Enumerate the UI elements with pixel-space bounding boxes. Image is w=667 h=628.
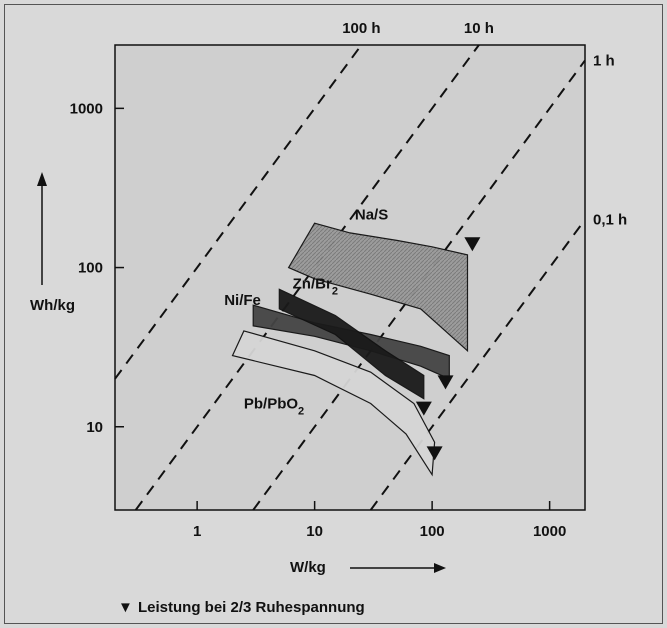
band-na-s xyxy=(287,222,469,353)
marker-na-s xyxy=(464,237,481,252)
time-line-label-0-1-h: 0,1 h xyxy=(593,212,627,229)
x-tick-label-10: 10 xyxy=(306,523,323,540)
y-axis-title: Wh/kg xyxy=(30,297,75,314)
time-line-label-10-h: 10 h xyxy=(464,20,494,37)
figure-frame xyxy=(4,4,663,624)
band-label-na-s: Na/S xyxy=(355,207,388,224)
y-tick-label-1000: 1000 xyxy=(70,100,103,117)
time-line-label-1-h: 1 h xyxy=(593,52,615,69)
series-bands: Na/S Zn/Br2 Ni/Fe Pb/PbO2 xyxy=(224,207,481,477)
marker-ni-fe xyxy=(415,401,432,416)
y-axis: 10 100 1000 xyxy=(70,100,124,436)
y-tick-label-10: 10 xyxy=(86,419,103,436)
x-tick-label-100: 100 xyxy=(420,523,445,540)
time-lines: 100 h 10 h 1 h 0,1 h xyxy=(114,20,627,511)
x-axis: 1 10 100 1000 xyxy=(193,501,566,540)
legend-marker-symbol: ▼ xyxy=(118,599,133,616)
x-tick-label-1: 1 xyxy=(193,523,201,540)
band-pb-pbo2 xyxy=(231,330,436,477)
legend-note-text: Leistung bei 2/3 Ruhespannung xyxy=(138,599,365,616)
band-label-pb-pbo2: Pb/PbO2 xyxy=(244,396,304,418)
time-line-0-1-h xyxy=(369,219,586,511)
y-tick-label-100: 100 xyxy=(78,260,103,277)
y-axis-arrowhead xyxy=(37,172,47,186)
x-axis-title: W/kg xyxy=(290,559,326,576)
x-axis-arrowhead xyxy=(434,563,446,573)
time-line-1-h xyxy=(252,59,586,511)
x-tick-label-1000: 1000 xyxy=(533,523,566,540)
band-label-ni-fe: Ni/Fe xyxy=(224,292,261,309)
band-ni-fe xyxy=(278,288,425,400)
time-line-100-h xyxy=(114,44,363,380)
marker-zn-br2 xyxy=(437,375,454,390)
time-line-10-h xyxy=(134,44,480,511)
time-line-label-100-h: 100 h xyxy=(342,20,380,37)
band-label-zn-br2: Zn/Br2 xyxy=(293,275,338,297)
marker-pb-pbo2 xyxy=(426,446,443,461)
